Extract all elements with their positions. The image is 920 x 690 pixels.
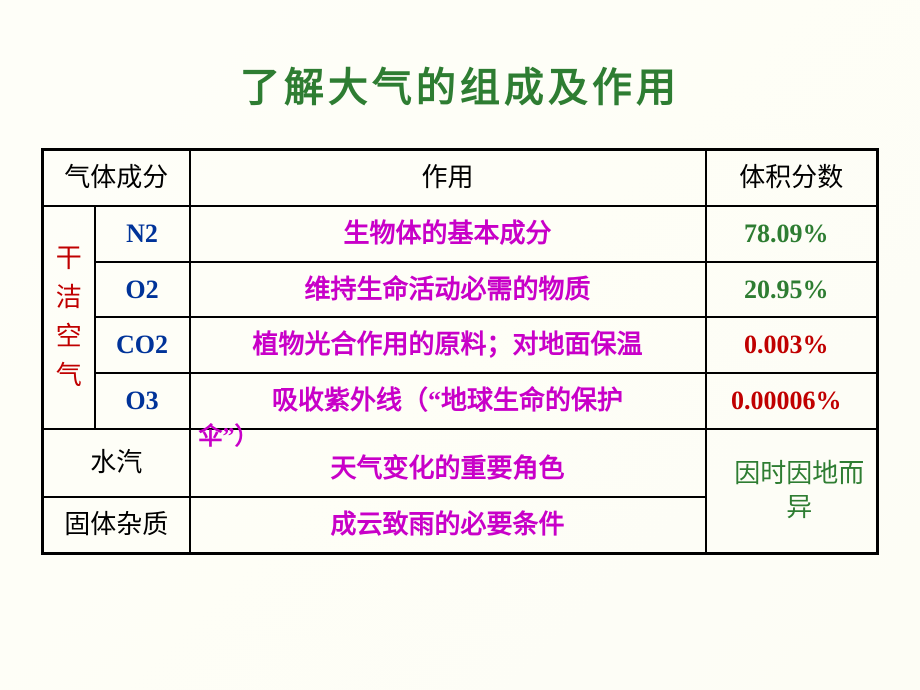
table-row: CO2 植物光合作用的原料；对地面保温 0.003%: [43, 317, 878, 373]
header-col1: 气体成分: [43, 150, 190, 206]
solid-impurity-label: 固体杂质: [43, 497, 190, 553]
desc-water-vapor: 天气变化的重要角色: [190, 429, 706, 497]
formula-o3: O3: [95, 373, 190, 429]
val-n2: 78.09%: [706, 206, 878, 262]
table-row: 干洁空气 N2 生物体的基本成分 78.09%: [43, 206, 878, 262]
dry-air-label: 干洁空气: [43, 206, 95, 429]
formula-n2: N2: [95, 206, 190, 262]
composition-table: 气体成分 作用 体积分数 干洁空气 N2 生物体的基本成分 78.09% O2 …: [41, 148, 879, 555]
header-row: 气体成分 作用 体积分数: [43, 150, 878, 206]
desc-o3: 吸收紫外线（“地球生命的保护 伞”）: [190, 373, 706, 429]
table-row: 水汽 天气变化的重要角色 因时因地而异: [43, 429, 878, 497]
desc-n2: 生物体的基本成分: [190, 206, 706, 262]
header-col2: 作用: [190, 150, 706, 206]
desc-solid-impurity: 成云致雨的必要条件: [190, 497, 706, 553]
table-row: O2 维持生命活动必需的物质 20.95%: [43, 262, 878, 318]
val-co2: 0.003%: [706, 317, 878, 373]
water-vapor-label: 水汽: [43, 429, 190, 497]
desc-o2: 维持生命活动必需的物质: [190, 262, 706, 318]
val-o2: 20.95%: [706, 262, 878, 318]
table-row: O3 吸收紫外线（“地球生命的保护 伞”） 0.00006%: [43, 373, 878, 429]
desc-co2: 植物光合作用的原料；对地面保温: [190, 317, 706, 373]
header-col3: 体积分数: [706, 150, 878, 206]
formula-o2: O2: [95, 262, 190, 318]
page-title: 了解大气的组成及作用: [0, 0, 920, 148]
variable-text: 因时因地而异: [706, 429, 878, 553]
formula-co2: CO2: [95, 317, 190, 373]
val-o3: 0.00006%: [706, 373, 878, 429]
